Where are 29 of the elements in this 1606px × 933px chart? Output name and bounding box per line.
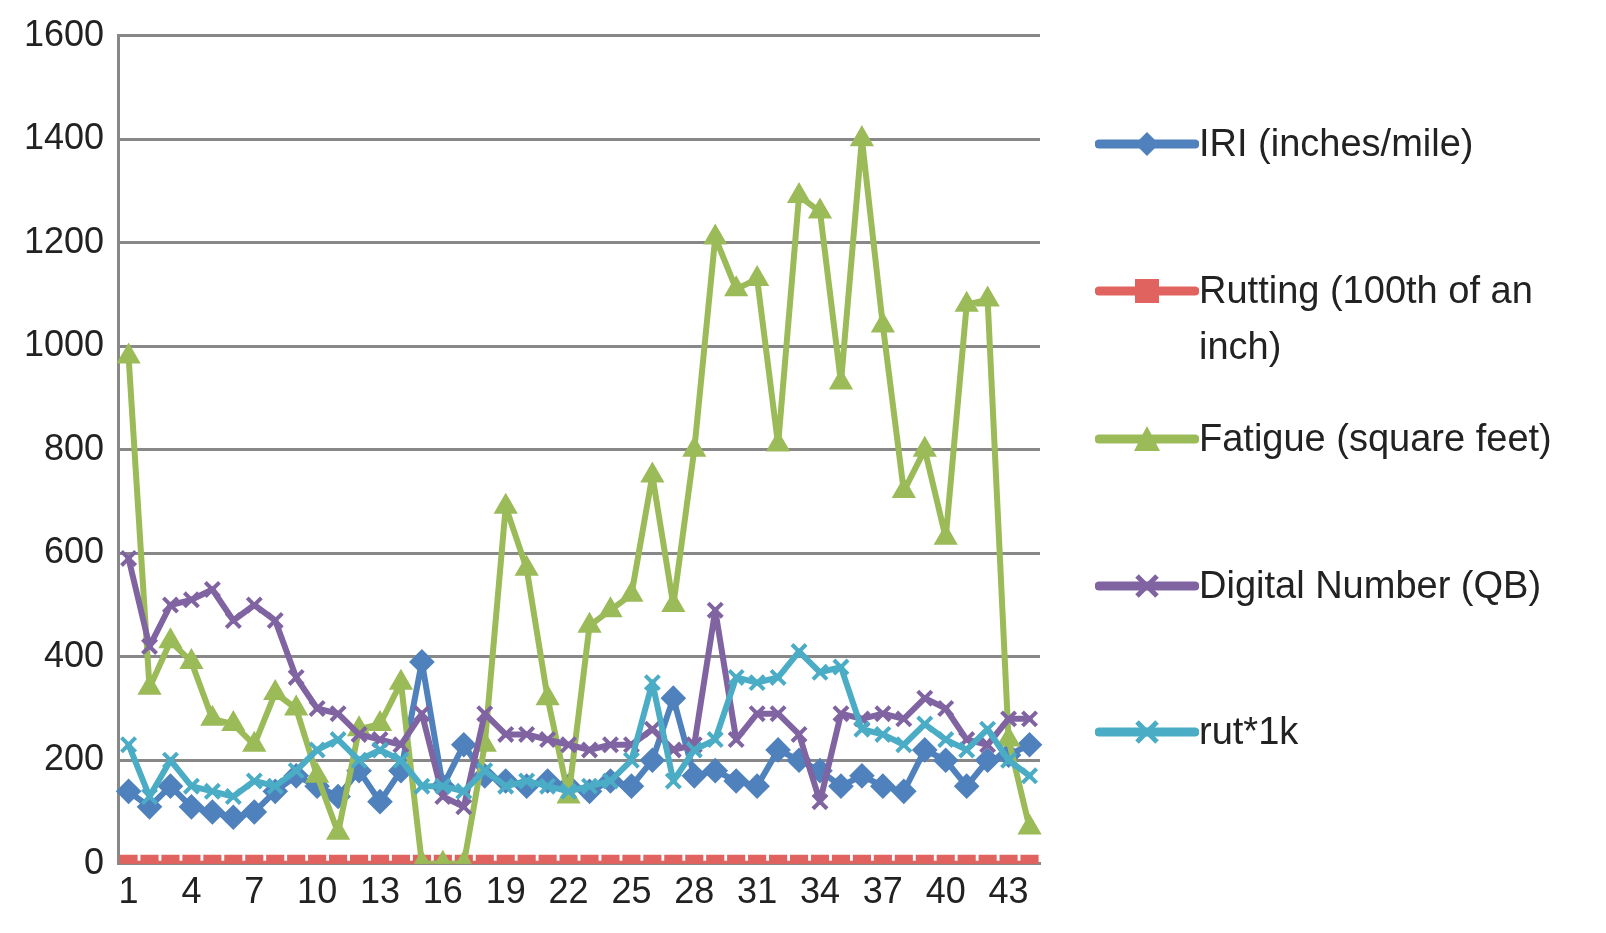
x-tick-label: 25 [611, 870, 652, 912]
y-tick-label: 400 [44, 633, 105, 675]
x-tick-label: 7 [244, 870, 265, 912]
y-tick-label: 800 [44, 426, 105, 468]
y-tick-label: 0 [84, 840, 105, 882]
x-tick-label: 19 [485, 870, 526, 912]
x-tick-label: 34 [799, 870, 841, 912]
y-tick-label: 1200 [23, 219, 105, 261]
legend-label: IRI (inches/mile) [1199, 121, 1474, 166]
x-tick-label: 37 [862, 870, 903, 912]
legend-label: rut*1k [1199, 709, 1299, 754]
x-tick-label: 43 [988, 870, 1029, 912]
x-tick-label: 22 [548, 870, 589, 912]
x-tick-label: 16 [422, 870, 463, 912]
legend-label: Rutting (100th of an inch) [1199, 268, 1534, 369]
legend-label: Digital Number (QB) [1199, 563, 1542, 608]
x-tick-label: 13 [359, 870, 401, 912]
y-tick-label: 1400 [23, 116, 105, 158]
x-tick-label: 40 [925, 870, 966, 912]
y-tick-label: 600 [44, 530, 105, 572]
legend-label: Fatigue (square feet) [1199, 416, 1552, 461]
x-tick-label: 28 [674, 870, 715, 912]
y-tick-label: 200 [44, 737, 105, 779]
x-tick-label: 4 [181, 870, 202, 912]
x-tick-label: 31 [737, 870, 778, 912]
x-tick-label: 1 [118, 870, 139, 912]
y-tick-label: 1600 [23, 12, 105, 54]
x-tick-label: 10 [297, 870, 338, 912]
y-tick-label: 1000 [23, 323, 105, 365]
